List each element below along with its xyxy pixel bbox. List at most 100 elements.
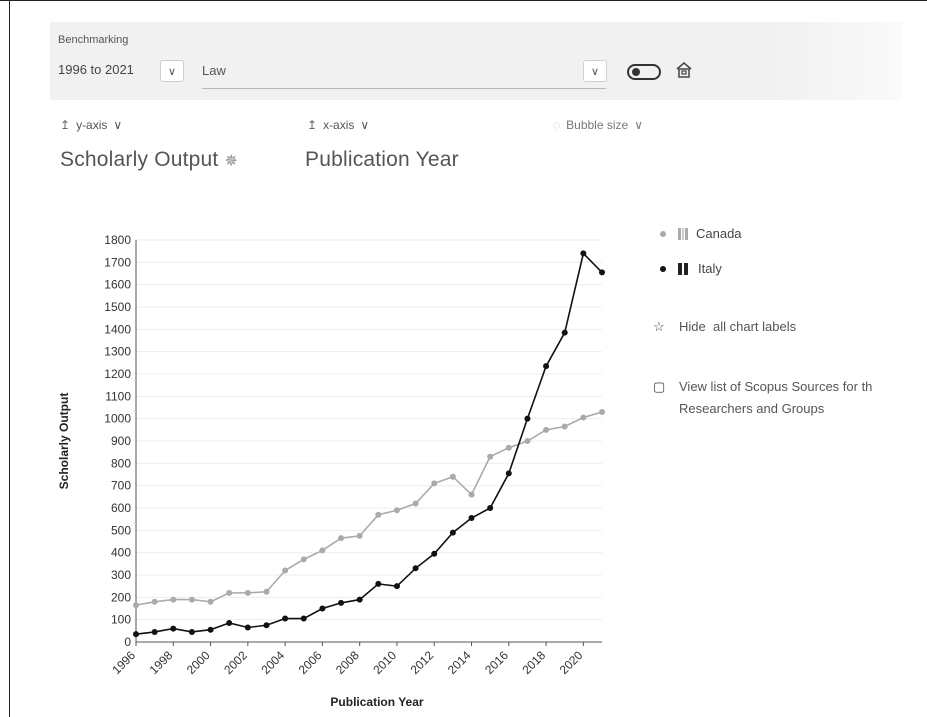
data-point-canada <box>188 596 195 603</box>
data-point-italy <box>393 583 400 590</box>
institution-icon[interactable] <box>675 61 693 79</box>
data-point-canada <box>393 507 400 514</box>
legend-marker-italy <box>660 265 666 272</box>
data-point-italy <box>375 580 382 587</box>
canada-flag-icon <box>678 227 688 240</box>
data-point-canada <box>524 438 531 444</box>
y-tick-label: 1300 <box>104 345 131 359</box>
y-tick-label: 1100 <box>105 389 131 403</box>
subject-field[interactable]: Law <box>202 58 606 89</box>
hide-labels-word: Hide <box>679 319 706 334</box>
y-tick-label: 500 <box>111 523 131 537</box>
x-axis-selector-label: x-axis <box>323 118 355 132</box>
hide-labels-rest: all chart labels <box>712 319 797 334</box>
data-point-canada <box>133 602 139 609</box>
scopus-sources-link[interactable]: ▢ View list of Scopus Sources for th Rese… <box>653 376 872 420</box>
data-point-italy <box>282 615 289 622</box>
x-tick-label: 2008 <box>333 648 362 677</box>
axis-sort-icon: ↥ <box>60 118 71 132</box>
data-point-canada <box>449 473 456 480</box>
y-metric-name: Scholarly Output <box>60 148 219 171</box>
bubble-icon: ◌ <box>553 118 561 132</box>
data-point-canada <box>580 414 587 421</box>
data-point-canada <box>282 567 289 574</box>
y-tick-label: 900 <box>111 434 131 448</box>
data-point-italy <box>244 624 251 631</box>
y-tick-label: 400 <box>111 546 131 560</box>
data-point-canada <box>375 511 382 518</box>
data-point-canada <box>505 444 512 451</box>
chevron-down-icon: ∨ <box>360 118 370 132</box>
x-tick-label: 2018 <box>519 648 548 677</box>
y-tick-label: 1400 <box>104 322 131 336</box>
y-tick-label: 300 <box>111 568 131 582</box>
legend-item-italy[interactable]: Italy <box>660 261 722 276</box>
x-metric-title: Publication Year <box>305 148 459 171</box>
data-point-canada <box>599 408 605 415</box>
x-tick-label: 2006 <box>296 648 325 677</box>
y-tick-label: 1000 <box>104 412 131 426</box>
y-tick-label: 600 <box>111 501 131 515</box>
toggle-switch[interactable] <box>627 64 661 80</box>
data-point-italy <box>468 515 475 522</box>
y-tick-label: 1600 <box>104 278 131 292</box>
x-tick-label: 2000 <box>184 648 213 677</box>
y-tick-label: 800 <box>111 456 131 470</box>
data-point-italy <box>505 470 512 477</box>
data-point-italy <box>188 628 195 635</box>
data-point-italy <box>580 250 587 257</box>
data-point-canada <box>226 589 233 596</box>
y-axis-title: Scholarly Output <box>57 393 71 490</box>
y-tick-label: 1500 <box>104 300 131 314</box>
bubble-size-label: Bubble size <box>566 118 629 132</box>
line-chart: 0 100 200 300 400 500 600 700 800 900 1000 1100 1200… <box>57 233 605 709</box>
data-point-italy <box>524 415 531 422</box>
data-point-italy <box>338 599 345 606</box>
chevron-down-icon: ∨ <box>113 118 123 132</box>
year-range[interactable]: 1996 to 2021 <box>58 62 134 77</box>
series-line-italy <box>135 251 603 635</box>
x-tick-label: 2014 <box>445 648 474 677</box>
frame-left-border <box>9 0 10 717</box>
data-point-italy <box>300 615 307 622</box>
data-point-canada <box>300 556 307 563</box>
legend-item-canada[interactable]: Canada <box>660 226 742 241</box>
data-point-canada <box>338 535 345 542</box>
scopus-link-line2: Researchers and Groups <box>679 401 825 416</box>
data-point-italy <box>561 329 568 336</box>
y-axis-selector[interactable]: ↥ y-axis ∨ <box>60 118 122 132</box>
y-tick-label: 1700 <box>104 255 131 269</box>
axis-sort-icon: ↥ <box>307 118 318 132</box>
legend-label-canada: Canada <box>696 226 742 241</box>
data-point-italy <box>412 565 419 572</box>
x-tick-label: 2002 <box>221 648 250 677</box>
data-point-canada <box>244 589 251 596</box>
data-point-canada <box>412 500 419 507</box>
data-point-italy <box>449 529 456 536</box>
pin-icon: ☆ <box>653 319 665 334</box>
subject-dropdown-button[interactable]: ∨ <box>583 60 607 82</box>
x-tick-label: 2012 <box>408 648 437 677</box>
bubble-size-selector[interactable]: ◌ Bubble size ∨ <box>553 118 643 132</box>
range-dropdown-button[interactable]: ∨ <box>160 60 184 82</box>
data-point-italy <box>226 620 233 627</box>
data-point-italy <box>207 626 214 633</box>
data-point-canada <box>356 532 363 539</box>
y-tick-label: 200 <box>111 590 131 604</box>
data-point-canada <box>319 547 326 554</box>
subject-value: Law <box>202 63 226 78</box>
data-point-canada <box>561 423 568 430</box>
y-tick-label: 100 <box>111 613 131 627</box>
x-tick-label: 2016 <box>482 648 511 677</box>
series-line-canada <box>135 411 603 606</box>
hide-labels-link[interactable]: ☆ Hide all chart labels <box>653 316 796 338</box>
legend-marker-canada <box>660 230 666 237</box>
data-point-canada <box>207 598 214 605</box>
x-tick-label: 2020 <box>557 648 586 677</box>
chevron-down-icon: ∨ <box>167 65 177 78</box>
x-axis-selector[interactable]: ↥ x-axis ∨ <box>307 118 369 132</box>
data-point-italy <box>133 631 139 638</box>
chevron-down-icon: ∨ <box>590 65 600 78</box>
document-icon: ▢ <box>653 379 666 394</box>
settings-icon[interactable]: ✵ <box>224 153 239 170</box>
